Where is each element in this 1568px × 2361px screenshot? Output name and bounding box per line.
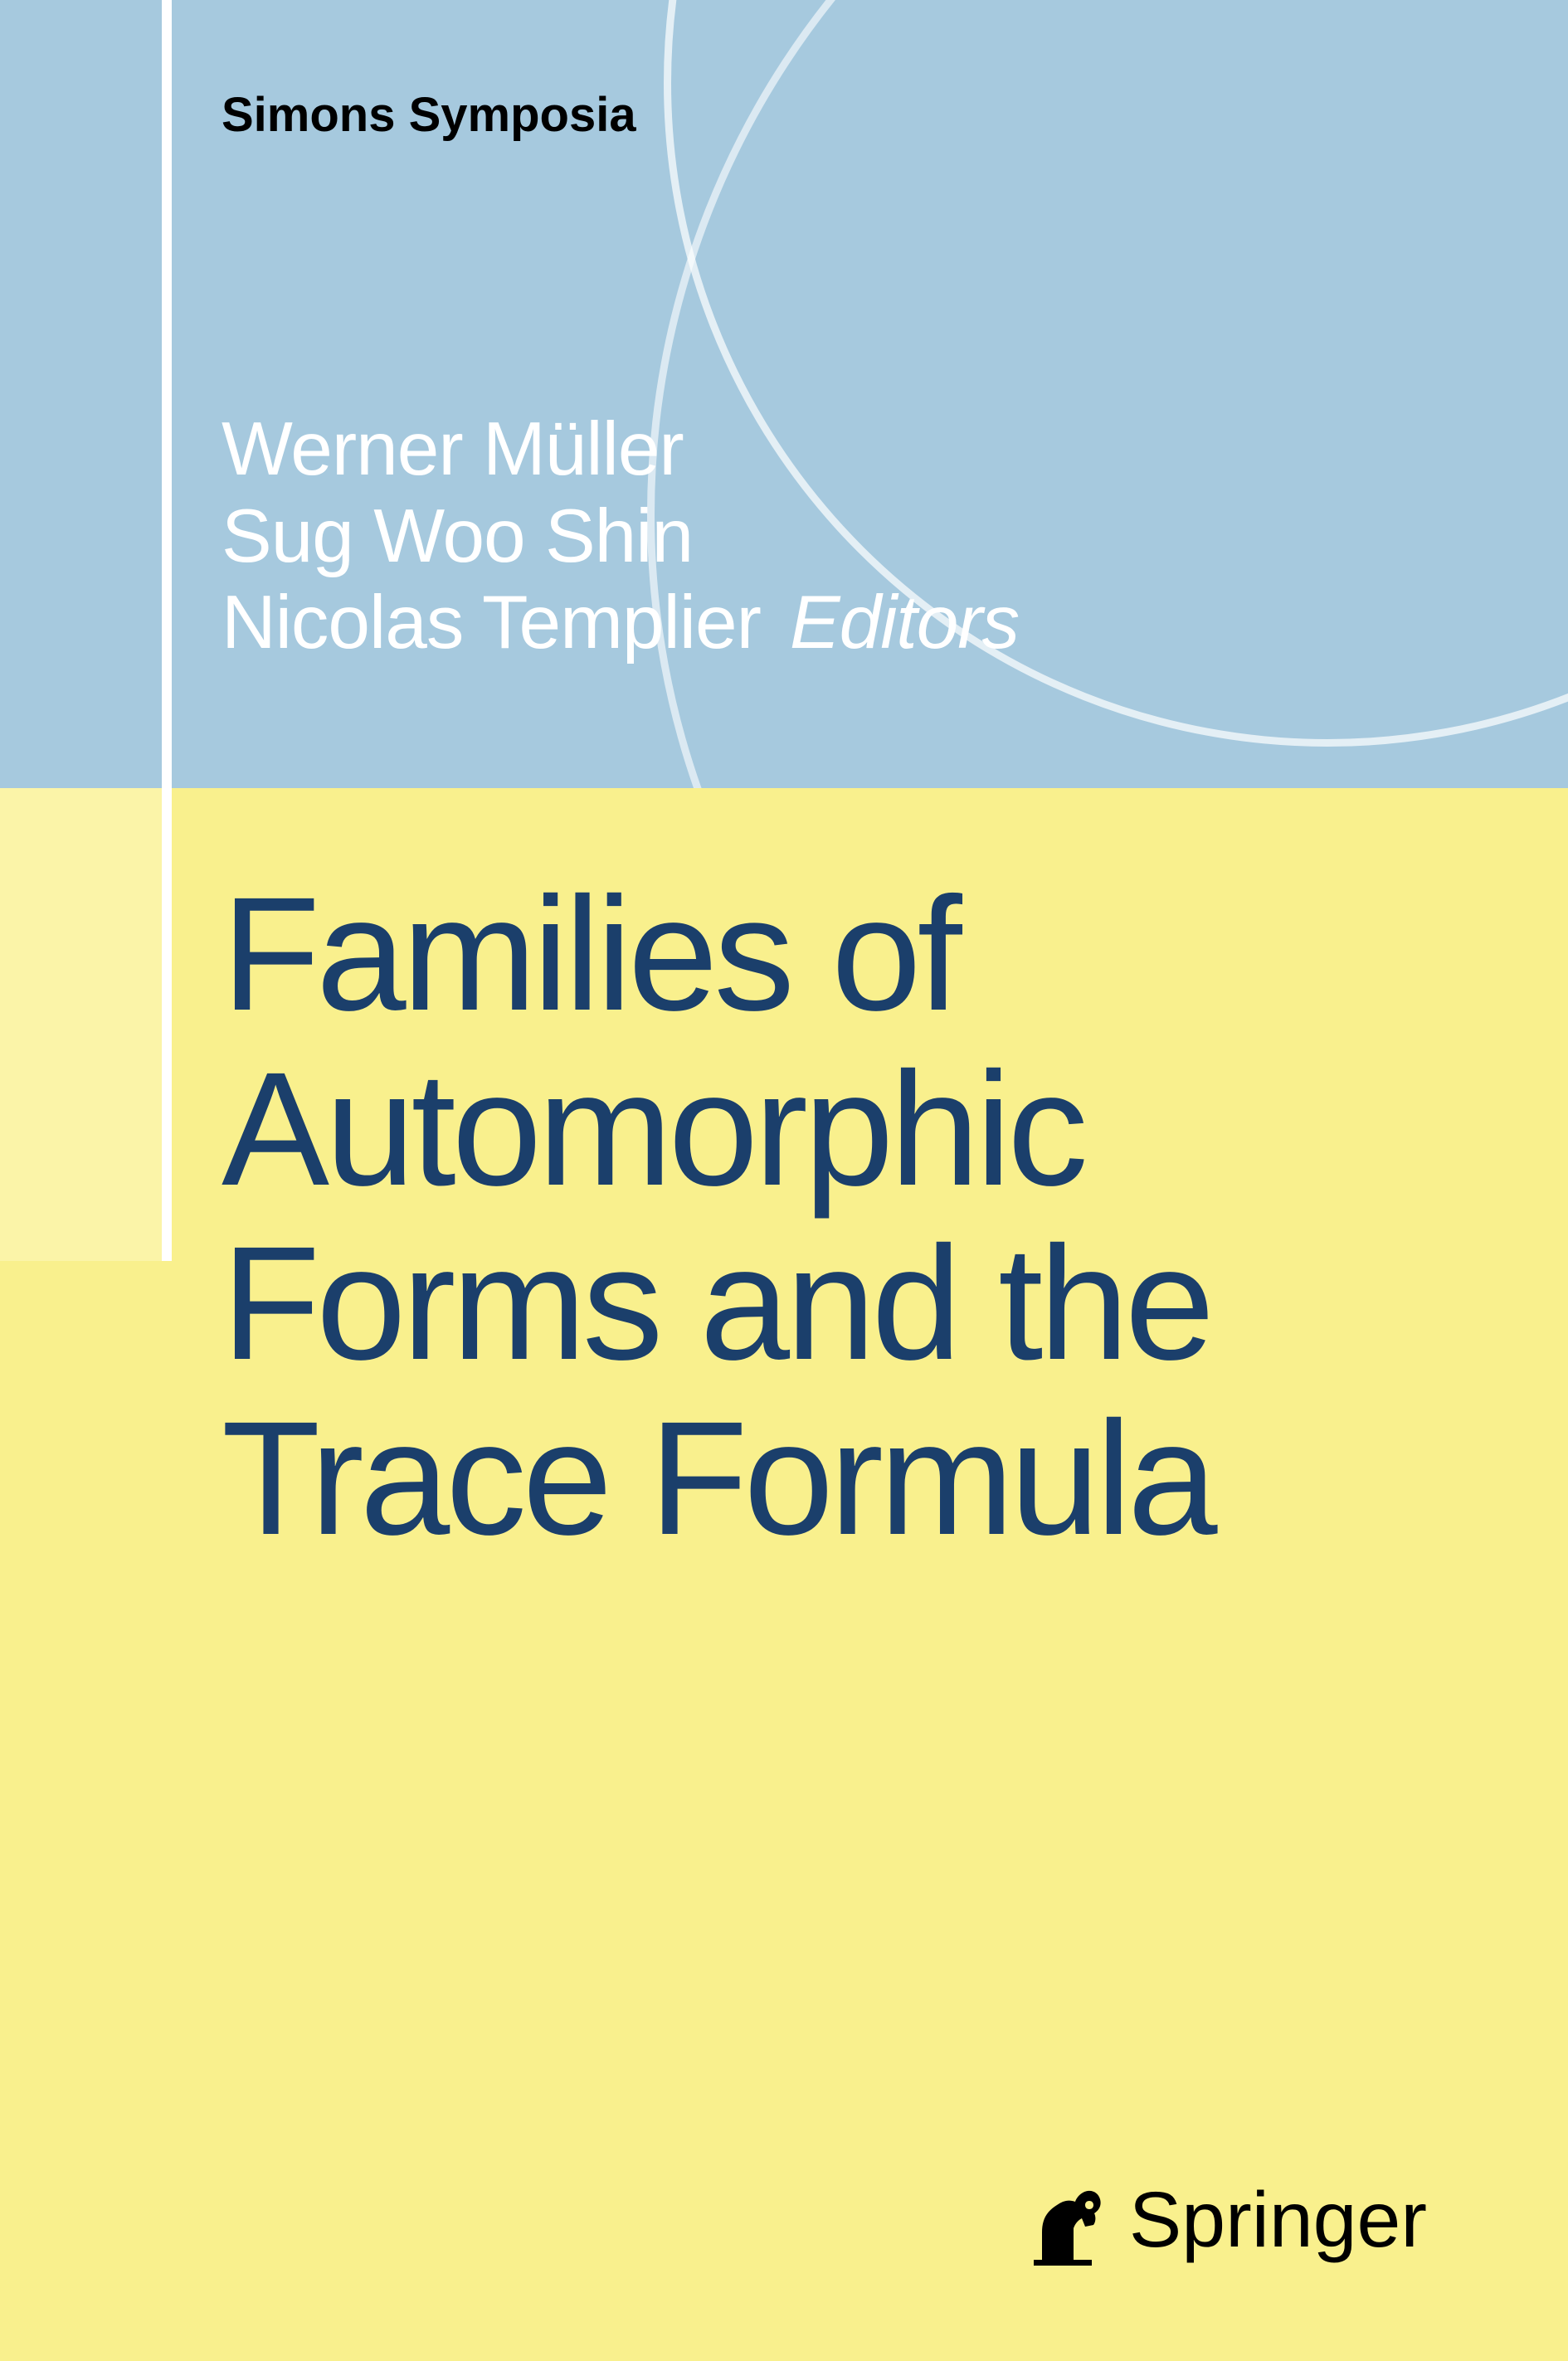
vertical-divider [162, 788, 172, 1261]
title-line: Trace Formula [222, 1391, 1214, 1566]
editors-block: Werner Müller Sug Woo Shin Nicolas Templ… [222, 406, 1019, 667]
publisher-name: Springer [1129, 2175, 1427, 2266]
series-name: Simons Symposia [222, 87, 636, 143]
editor-name: Nicolas Templier [222, 581, 761, 664]
decorative-circle [647, 0, 1568, 788]
publisher-block: Springer [1017, 2170, 1427, 2270]
editor-line: Nicolas Templier Editors [222, 580, 1019, 667]
springer-horse-icon [1017, 2170, 1108, 2270]
editor-name: Werner Müller [222, 406, 1019, 494]
editor-name: Sug Woo Shin [222, 494, 1019, 581]
left-accent [0, 788, 172, 1261]
editor-role: Editors [790, 581, 1019, 664]
book-title: Families of Automorphic Forms and the Tr… [222, 867, 1214, 1565]
vertical-divider [162, 0, 172, 788]
title-line: Automorphic [222, 1042, 1214, 1217]
title-line: Families of [222, 867, 1214, 1042]
title-line: Forms and the [222, 1216, 1214, 1391]
